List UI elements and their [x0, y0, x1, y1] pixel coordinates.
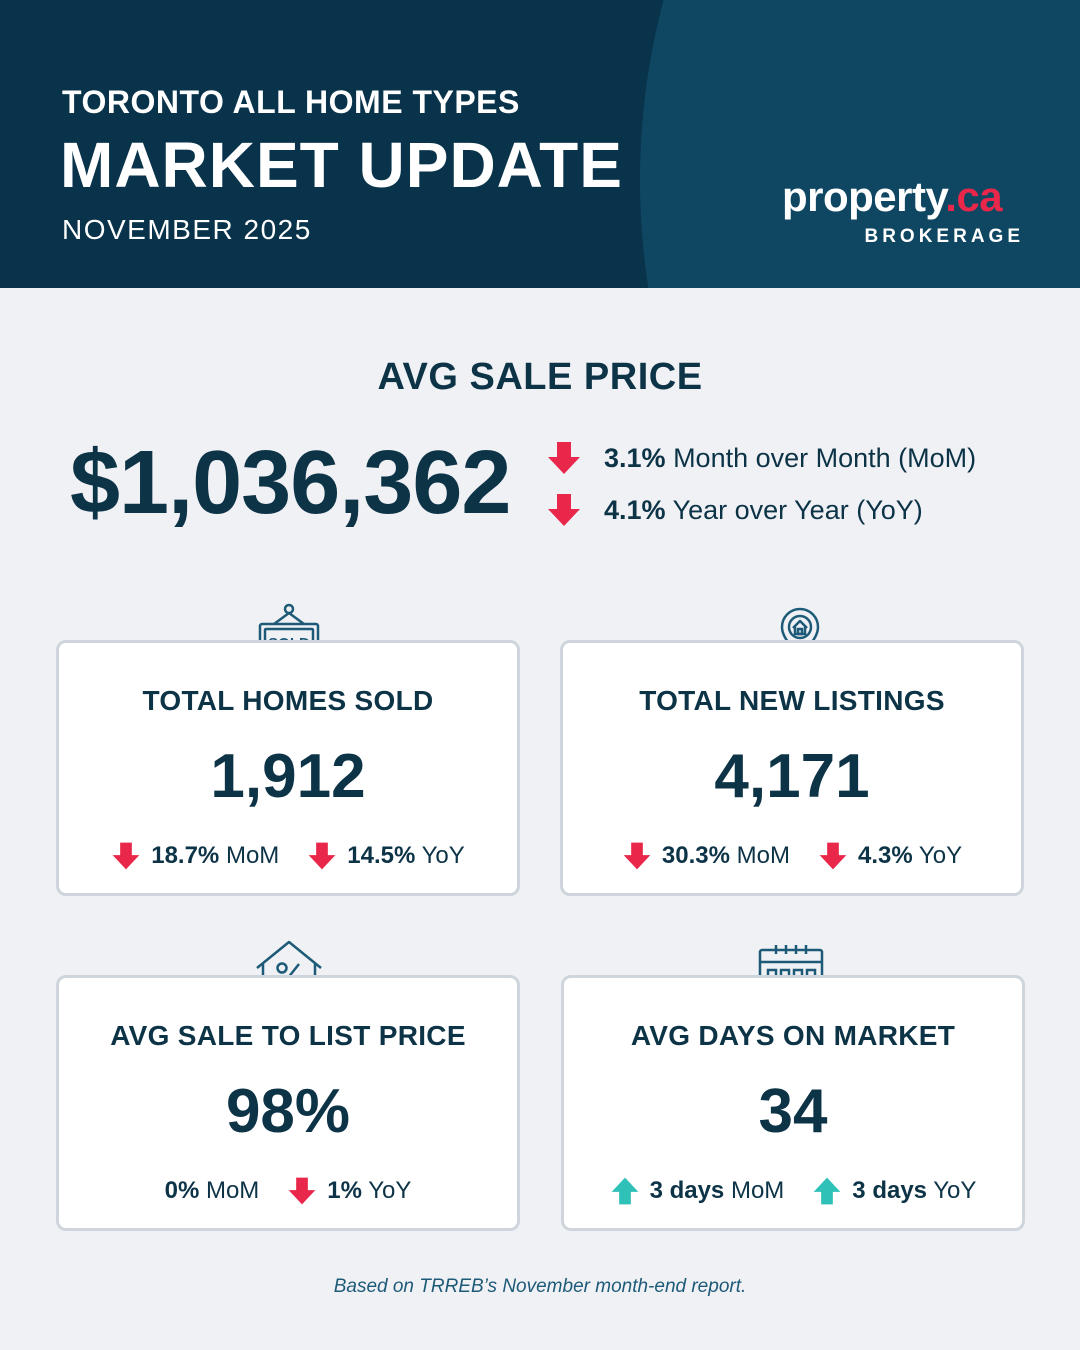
card-value: 34: [758, 1077, 828, 1146]
avg-price-yoy-text: 4.1% Year over Year (YoY): [604, 495, 923, 526]
logo-wordmark: property.ca: [782, 176, 1024, 218]
down-arrow-icon: [548, 442, 580, 474]
stat-yoy-text: 4.3% YoY: [858, 842, 962, 870]
stat-yoy: 1% YoY: [287, 1176, 411, 1206]
stat-value: 1%: [327, 1177, 362, 1204]
card-stats: 18.7% MoM 14.5% YoY: [59, 841, 517, 871]
stat-unit: MoM: [730, 1177, 785, 1204]
logo-subtitle: BROKERAGE: [864, 226, 1024, 247]
header-title: MARKET UPDATE: [60, 129, 623, 201]
card-avg-sale-to-list: AVG SALE TO LIST PRICE 98% 0% MoM 1% YoY: [56, 975, 520, 1231]
avg-price-yoy-label: Year over Year (YoY): [672, 494, 923, 525]
card-value: 4,171: [714, 742, 870, 811]
stat-mom-text: 3 days MoM: [650, 1177, 785, 1205]
stat-unit: YoY: [918, 842, 963, 869]
stat-unit: MoM: [205, 1177, 260, 1204]
stat-yoy: 3 days YoY: [812, 1176, 976, 1206]
footer-note: Based on TRREB’s November month-end repo…: [333, 1276, 747, 1297]
stat-yoy: 4.3% YoY: [818, 841, 962, 871]
stat-value: 18.7%: [151, 842, 220, 869]
stat-mom-text: 0% MoM: [165, 1177, 260, 1205]
card-stats: 3 days MoM 3 days YoY: [564, 1176, 1022, 1206]
card-total-new-listings: TOTAL NEW LISTINGS 4,171 30.3% MoM 4.3% …: [560, 640, 1024, 896]
stat-mom: 0% MoM: [165, 1177, 260, 1205]
down-arrow-icon: [112, 842, 140, 870]
card-avg-days-on-market: AVG DAYS ON MARKET 34 3 days MoM 3 days …: [561, 975, 1025, 1231]
down-arrow-icon: [288, 1177, 316, 1205]
header-arc-decoration: [640, 0, 1080, 288]
stat-yoy: 14.5% YoY: [307, 841, 465, 871]
down-arrow-icon: [819, 842, 847, 870]
avg-sale-price-value: $1,036,362: [70, 433, 511, 533]
down-arrow-icon: [548, 494, 580, 526]
card-stats: 30.3% MoM 4.3% YoY: [563, 841, 1021, 871]
card-total-homes-sold: TOTAL HOMES SOLD 1,912 18.7% MoM 14.5% Y…: [56, 640, 520, 896]
card-title: AVG DAYS ON MARKET: [630, 1020, 956, 1051]
up-arrow-icon: [611, 1177, 638, 1205]
card-title: TOTAL NEW LISTINGS: [639, 685, 945, 716]
stat-unit: YoY: [933, 1177, 977, 1204]
brand-logo: property.ca BROKERAGE: [782, 176, 1024, 248]
stat-yoy-text: 14.5% YoY: [347, 842, 464, 870]
avg-price-mom-pct: 3.1%: [604, 442, 666, 473]
avg-price-mom-change: 3.1% Month over Month (MoM): [546, 440, 976, 476]
card-stats: 0% MoM 1% YoY: [59, 1176, 517, 1206]
logo-word: property: [782, 173, 946, 220]
stat-mom: 30.3% MoM: [622, 841, 790, 871]
stat-unit: MoM: [736, 842, 790, 869]
stat-unit: MoM: [225, 842, 280, 869]
stat-value: 3 days: [649, 1177, 725, 1204]
card-title: AVG SALE TO LIST PRICE: [110, 1020, 466, 1051]
stat-value: 4.3%: [857, 842, 913, 869]
down-arrow-icon: [308, 842, 336, 870]
header-banner: TORONTO ALL HOME TYPES MARKET UPDATE NOV…: [0, 0, 1080, 288]
header-kicker: TORONTO ALL HOME TYPES: [62, 84, 520, 120]
avg-price-yoy-pct: 4.1%: [604, 494, 666, 525]
card-title: TOTAL HOMES SOLD: [142, 685, 434, 716]
avg-price-mom-text: 3.1% Month over Month (MoM): [604, 443, 976, 474]
avg-price-mom-label: Month over Month (MoM): [673, 442, 977, 473]
stat-mom: 18.7% MoM: [111, 841, 279, 871]
stat-mom-text: 30.3% MoM: [662, 842, 790, 870]
stat-unit: YoY: [368, 1177, 412, 1204]
avg-sale-price-title: AVG SALE PRICE: [377, 356, 703, 398]
card-value: 98%: [225, 1077, 351, 1146]
stat-yoy-text: 3 days YoY: [852, 1177, 976, 1205]
stat-value: 3 days: [852, 1177, 928, 1204]
card-value: 1,912: [210, 742, 366, 811]
stat-value: 14.5%: [347, 842, 416, 869]
down-arrow-icon: [623, 842, 651, 870]
logo-ca: .ca: [945, 173, 1003, 220]
stat-value: 30.3%: [661, 842, 730, 869]
header-date: NOVEMBER 2025: [62, 214, 312, 245]
stat-unit: YoY: [421, 842, 465, 869]
stat-yoy-text: 1% YoY: [327, 1177, 411, 1205]
stat-value: 0%: [164, 1177, 200, 1204]
stat-mom: 3 days MoM: [610, 1176, 785, 1206]
avg-price-yoy-change: 4.1% Year over Year (YoY): [546, 492, 923, 528]
up-arrow-icon: [813, 1177, 841, 1205]
stat-mom-text: 18.7% MoM: [151, 842, 279, 870]
